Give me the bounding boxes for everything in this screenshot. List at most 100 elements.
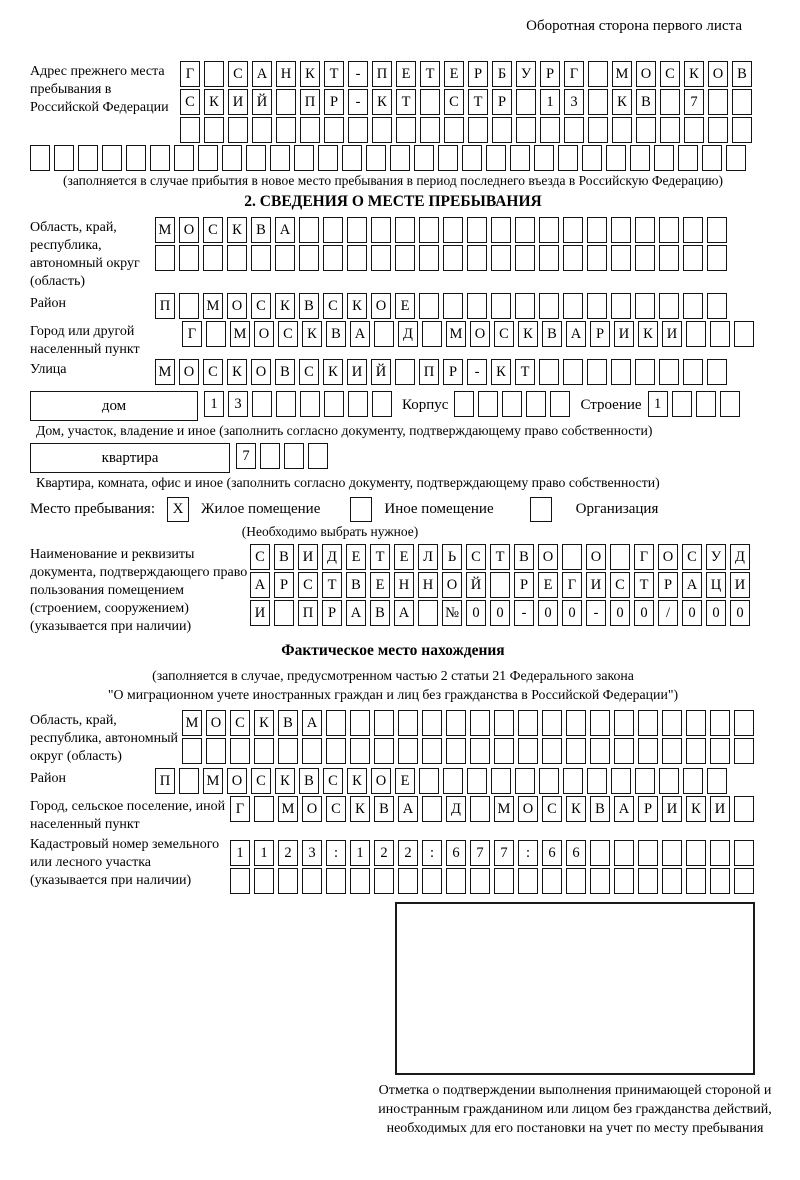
char-cell: В xyxy=(370,600,390,626)
char-cell xyxy=(491,293,511,319)
char-cell xyxy=(395,217,415,243)
char-cell xyxy=(732,117,752,143)
char-cell: Р xyxy=(274,572,294,598)
char-cell xyxy=(710,738,730,764)
char-cell xyxy=(299,217,319,243)
char-cell: 0 xyxy=(562,600,582,626)
char-cell: С xyxy=(466,544,486,570)
char-cell: К xyxy=(227,217,247,243)
char-cell: К xyxy=(300,61,320,87)
char-cell xyxy=(558,145,578,171)
char-cell xyxy=(683,217,703,243)
char-cell xyxy=(678,145,698,171)
char-cell: : xyxy=(422,840,442,866)
char-cell xyxy=(611,293,631,319)
checkbox-organizatsiya xyxy=(529,497,552,522)
fact-kadastr-label: Кадастровый номер земельного или лесного… xyxy=(30,837,220,888)
char-cell: В xyxy=(514,544,534,570)
char-cell xyxy=(486,145,506,171)
stay-raion-label: Район xyxy=(30,296,66,311)
char-cell xyxy=(539,293,559,319)
stroenie-row: 1 xyxy=(647,391,744,417)
char-cell xyxy=(276,117,296,143)
char-cell xyxy=(686,710,706,736)
char-cell xyxy=(78,145,98,171)
char-cell: М xyxy=(182,710,202,736)
char-cell xyxy=(443,768,463,794)
char-cell xyxy=(420,89,440,115)
char-cell xyxy=(491,245,511,271)
char-cell: П xyxy=(372,61,392,87)
char-cell xyxy=(588,89,608,115)
char-cell xyxy=(446,868,466,894)
char-cell: Е xyxy=(370,572,390,598)
char-cell: М xyxy=(203,768,223,794)
char-cell xyxy=(502,391,523,417)
char-cell xyxy=(390,145,410,171)
char-cell xyxy=(180,117,200,143)
char-cell xyxy=(563,245,583,271)
char-cell xyxy=(284,443,304,469)
char-cell xyxy=(438,145,458,171)
char-cell xyxy=(490,572,510,598)
char-cell: Т xyxy=(515,359,535,385)
char-cell xyxy=(539,245,559,271)
char-cell xyxy=(587,293,607,319)
char-cell xyxy=(683,245,703,271)
char-cell: Н xyxy=(276,61,296,87)
char-cell xyxy=(371,245,391,271)
char-cell xyxy=(590,840,610,866)
char-cell: Г xyxy=(230,796,250,822)
char-cell: С xyxy=(494,321,514,347)
fact-kadastr-row-2 xyxy=(230,868,758,894)
char-cell: К xyxy=(275,293,295,319)
prev-address-label: Адрес прежнего места пребывания в Россий… xyxy=(30,64,169,115)
char-cell: - xyxy=(348,89,368,115)
char-cell xyxy=(590,710,610,736)
char-cell xyxy=(278,738,298,764)
char-cell: Р xyxy=(324,89,344,115)
char-cell: 3 xyxy=(564,89,584,115)
char-cell: 6 xyxy=(446,840,466,866)
char-cell xyxy=(302,738,322,764)
char-cell xyxy=(734,796,754,822)
char-cell xyxy=(182,738,202,764)
char-cell: К xyxy=(612,89,632,115)
char-cell: К xyxy=(491,359,511,385)
char-cell xyxy=(587,217,607,243)
stay-type-note: (Необходимо выбрать нужное) xyxy=(241,524,419,539)
char-cell xyxy=(443,293,463,319)
char-cell: И xyxy=(730,572,750,598)
char-cell: 6 xyxy=(542,840,562,866)
char-cell: - xyxy=(514,600,534,626)
char-cell: Р xyxy=(322,600,342,626)
char-cell xyxy=(707,359,727,385)
char-cell: К xyxy=(347,293,367,319)
char-cell: Т xyxy=(324,61,344,87)
char-cell xyxy=(707,768,727,794)
stay-gorod-label: Город или другой населенный пункт xyxy=(30,324,140,357)
char-cell: : xyxy=(518,840,538,866)
char-cell xyxy=(462,145,482,171)
char-cell xyxy=(564,117,584,143)
char-cell: В xyxy=(275,359,295,385)
char-cell xyxy=(318,145,338,171)
char-cell xyxy=(654,145,674,171)
char-cell: О xyxy=(518,796,538,822)
char-cell xyxy=(590,868,610,894)
char-cell xyxy=(614,868,634,894)
char-cell xyxy=(515,293,535,319)
kvartira-caption: Квартира, комната, офис и иное (заполнит… xyxy=(36,475,660,490)
char-cell xyxy=(323,245,343,271)
char-cell xyxy=(515,245,535,271)
char-cell xyxy=(308,443,328,469)
char-cell xyxy=(587,245,607,271)
char-cell xyxy=(518,738,538,764)
char-cell: А xyxy=(252,61,272,87)
char-cell: К xyxy=(684,61,704,87)
char-cell xyxy=(614,710,634,736)
char-cell xyxy=(252,117,272,143)
char-cell xyxy=(198,145,218,171)
